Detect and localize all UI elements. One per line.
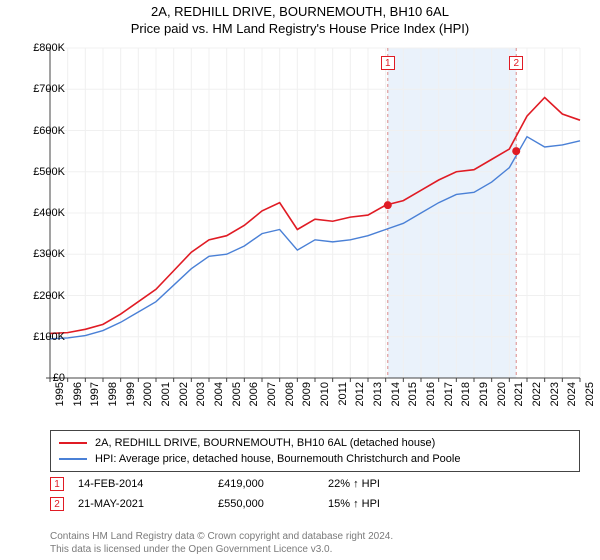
chart-container: 2A, REDHILL DRIVE, BOURNEMOUTH, BH10 6AL… [0,0,600,560]
sales-table: 1 14-FEB-2014 £419,000 22% ↑ HPI 2 21-MA… [50,474,580,514]
sale-marker-2: 2 [50,497,64,511]
x-tick-label: 2009 [301,382,313,406]
x-tick-label: 2003 [195,382,207,406]
sale-price-1: £419,000 [218,478,328,490]
sale-price-2: £550,000 [218,498,328,510]
y-tick-label: £400K [21,207,65,219]
x-tick-label: 2002 [178,382,190,406]
x-tick-label: 2005 [231,382,243,406]
x-tick-label: 2001 [160,382,172,406]
chart-area [50,48,580,378]
sale-row-2: 2 21-MAY-2021 £550,000 15% ↑ HPI [50,494,580,514]
x-tick-label: 2022 [531,382,543,406]
y-tick-label: £200K [21,290,65,302]
x-tick-label: 2004 [213,382,225,406]
sale-date-1: 14-FEB-2014 [78,478,218,490]
sale-marker-1: 1 [50,477,64,491]
x-tick-label: 2025 [584,382,596,406]
legend-item-price-paid: 2A, REDHILL DRIVE, BOURNEMOUTH, BH10 6AL… [59,435,571,451]
chart-sale-marker-2: 2 [509,56,523,70]
x-tick-label: 2024 [566,382,578,406]
sale-date-2: 21-MAY-2021 [78,498,218,510]
x-tick-label: 2013 [372,382,384,406]
legend-label-price-paid: 2A, REDHILL DRIVE, BOURNEMOUTH, BH10 6AL… [95,437,435,449]
sale-hpi-2: 15% ↑ HPI [328,498,448,510]
chart-sale-marker-1: 1 [381,56,395,70]
sale-row-1: 1 14-FEB-2014 £419,000 22% ↑ HPI [50,474,580,494]
y-tick-label: £600K [21,125,65,137]
y-tick-label: £500K [21,166,65,178]
x-tick-label: 2021 [513,382,525,406]
footer-line2: This data is licensed under the Open Gov… [50,543,393,556]
y-tick-label: £300K [21,248,65,260]
footer-attribution: Contains HM Land Registry data © Crown c… [50,530,393,556]
x-tick-label: 2023 [549,382,561,406]
x-tick-label: 2015 [407,382,419,406]
y-tick-label: £100K [21,331,65,343]
x-tick-label: 2016 [425,382,437,406]
x-tick-label: 2008 [284,382,296,406]
x-tick-label: 1996 [72,382,84,406]
title-block: 2A, REDHILL DRIVE, BOURNEMOUTH, BH10 6AL… [0,0,600,36]
x-tick-label: 2019 [478,382,490,406]
x-tick-label: 2000 [142,382,154,406]
footer-line1: Contains HM Land Registry data © Crown c… [50,530,393,543]
x-tick-label: 1998 [107,382,119,406]
legend-item-hpi: HPI: Average price, detached house, Bour… [59,451,571,467]
x-tick-label: 2014 [390,382,402,406]
x-tick-label: 1999 [125,382,137,406]
x-tick-label: 1995 [54,382,66,406]
x-tick-label: 2010 [319,382,331,406]
sale-hpi-1: 22% ↑ HPI [328,478,448,490]
x-tick-label: 2007 [266,382,278,406]
title-address: 2A, REDHILL DRIVE, BOURNEMOUTH, BH10 6AL [0,4,600,19]
legend-swatch-price-paid [59,442,87,444]
x-tick-label: 2018 [460,382,472,406]
x-tick-label: 1997 [89,382,101,406]
x-tick-label: 2012 [354,382,366,406]
chart-svg [50,48,580,378]
legend-box: 2A, REDHILL DRIVE, BOURNEMOUTH, BH10 6AL… [50,430,580,472]
y-tick-label: £700K [21,83,65,95]
x-tick-label: 2020 [496,382,508,406]
title-subtitle: Price paid vs. HM Land Registry's House … [0,21,600,36]
y-tick-label: £800K [21,42,65,54]
legend-label-hpi: HPI: Average price, detached house, Bour… [95,453,460,465]
x-tick-label: 2011 [337,382,349,406]
x-tick-label: 2017 [443,382,455,406]
x-tick-label: 2006 [248,382,260,406]
legend-swatch-hpi [59,458,87,460]
